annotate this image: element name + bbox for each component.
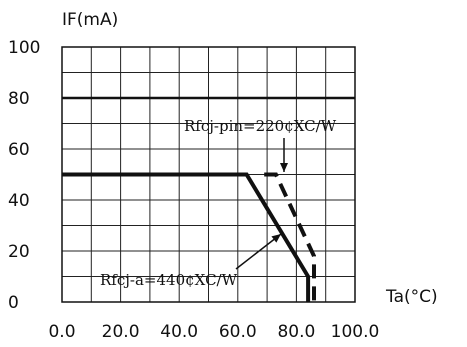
annotation-arrowhead-2 (271, 234, 281, 243)
y-axis-title: IF(mA) (62, 10, 118, 30)
y-tick-label: 60 (8, 140, 30, 160)
x-axis-title: Ta(°C) (385, 287, 438, 307)
grid (61, 46, 356, 303)
y-tick-label: 0 (8, 293, 19, 313)
y-tick-label: 40 (8, 191, 30, 211)
y-tick-label: 80 (8, 89, 30, 109)
y-tick-label: 20 (8, 242, 30, 262)
series-line-1 (62, 172, 311, 302)
annotations-group: Rfcj-pin=220¢XC/W Rfcj-a=440¢XC/W (100, 117, 337, 289)
x-tick-label: 40.0 (160, 322, 198, 342)
annotation-label-1: Rfcj-pin=220¢XC/W (184, 117, 337, 135)
annotation-arrowhead-1 (280, 163, 288, 172)
annotation-arrow-2 (235, 233, 282, 270)
x-tick-label: 100.0 (331, 322, 380, 342)
x-tick-label: 20.0 (102, 322, 140, 342)
x-tick-label: 80.0 (277, 322, 315, 342)
y-tick-label: 100 (8, 38, 40, 58)
tick-labels: 0 20 40 60 80 100 0.0 20.0 40.0 60.0 80.0 100.0 (8, 38, 379, 342)
annotation-label-2: Rfcj-a=440¢XC/W (100, 271, 238, 289)
x-tick-label: 0.0 (48, 322, 75, 342)
series-group (62, 172, 316, 302)
x-tick-label: 60.0 (219, 322, 257, 342)
series-line-2 (264, 172, 316, 302)
